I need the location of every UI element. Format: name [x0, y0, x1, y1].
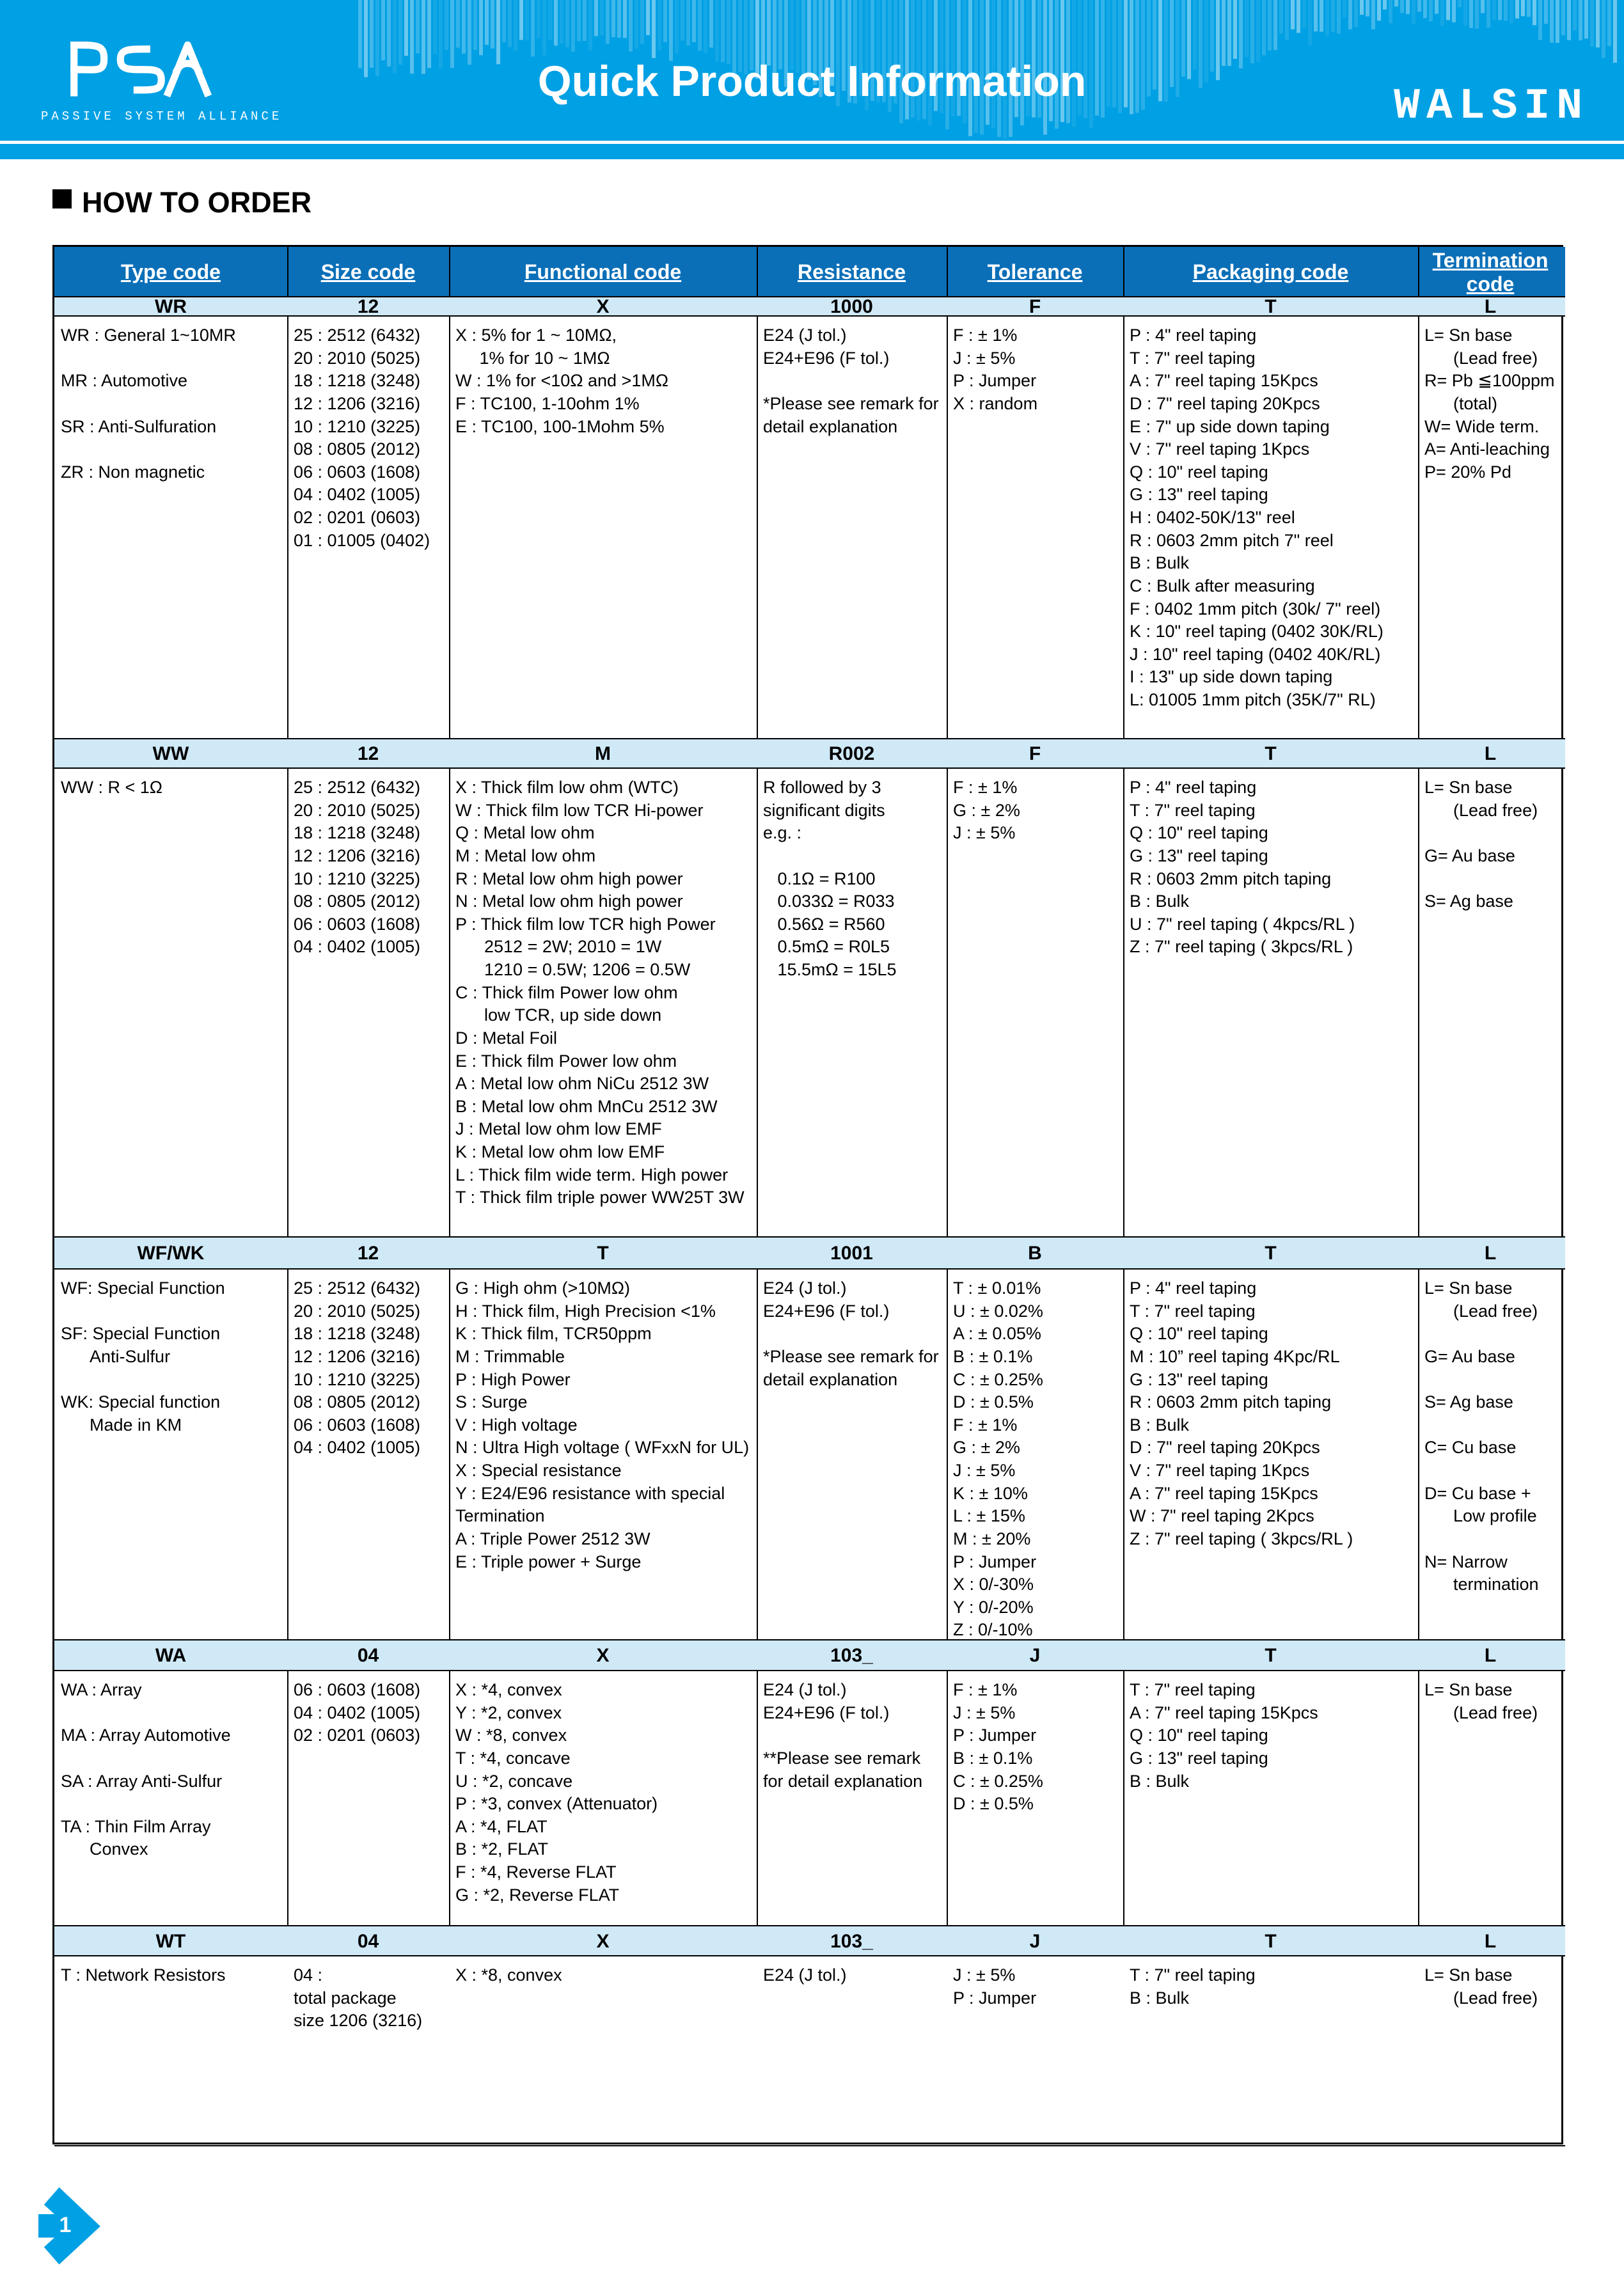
svg-text:1: 1 — [59, 2213, 72, 2237]
